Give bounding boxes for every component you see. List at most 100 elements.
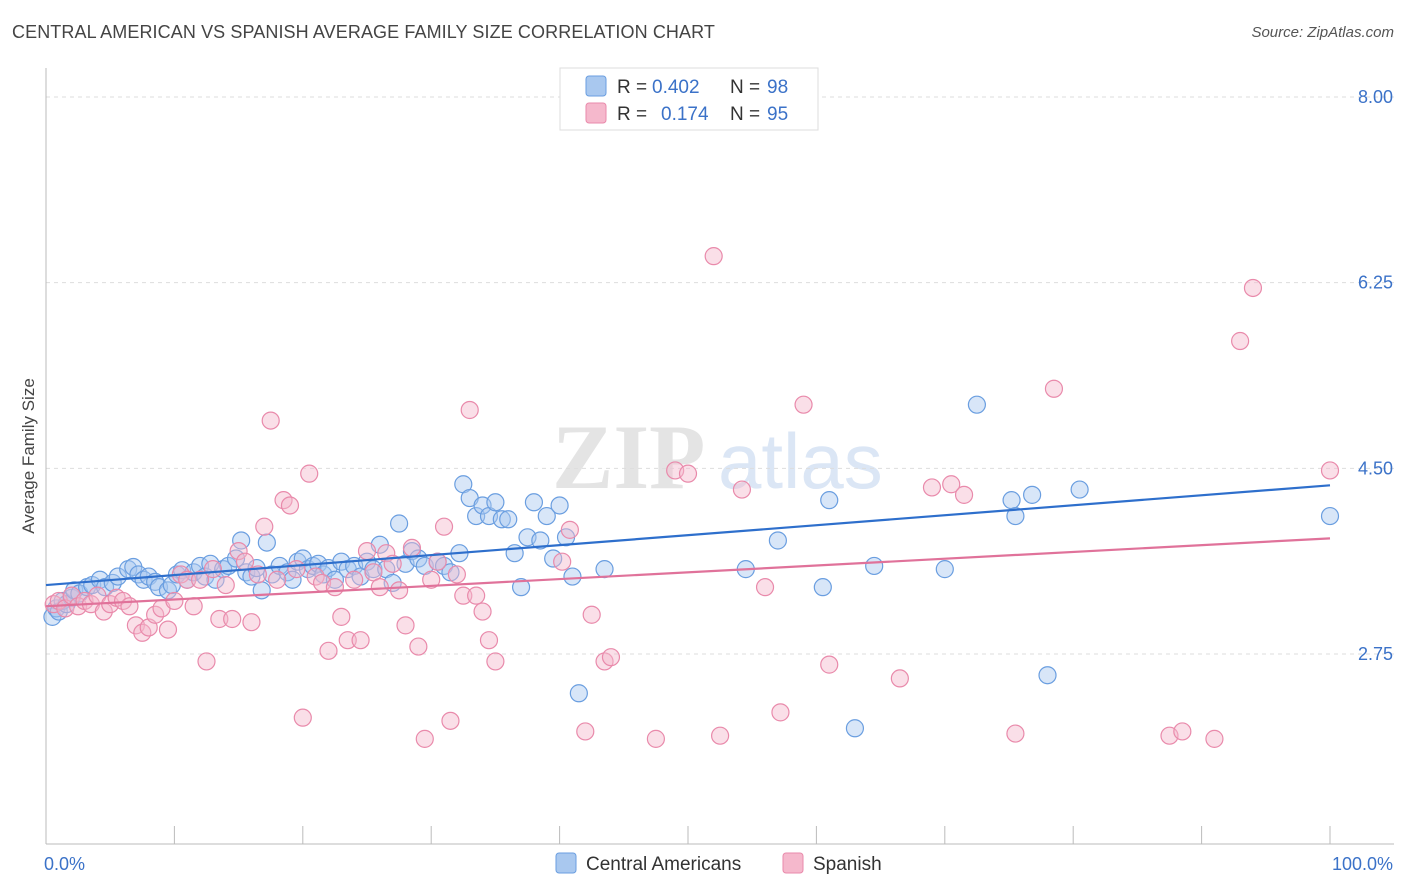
data-point-central-americans [511, 578, 531, 597]
data-point-spanish [120, 597, 139, 616]
legend-n-value-pink: 95 [767, 104, 788, 125]
chart-title: CENTRAL AMERICAN VS SPANISH AVERAGE FAMI… [12, 22, 715, 42]
data-point-central-americans [499, 510, 518, 529]
legend-n-label-blue: N = [730, 77, 760, 98]
data-point-spanish [351, 631, 370, 650]
data-point-spanish [422, 570, 441, 589]
top-legend: R = 0.402 N = 98 R = 0.174 N = 95 [559, 67, 819, 131]
data-point-spanish [460, 400, 479, 420]
data-point-spanish [601, 648, 621, 667]
data-point-central-americans [820, 491, 839, 510]
data-point-central-americans [409, 549, 428, 568]
data-point-spanish [467, 586, 486, 605]
data-point-spanish [479, 631, 499, 650]
data-point-spanish [473, 602, 492, 621]
legend-swatch-blue [585, 75, 607, 97]
data-point-spanish [338, 631, 357, 650]
data-point-central-americans [257, 533, 276, 552]
data-point-spanish [242, 613, 261, 632]
data-point-spanish [248, 565, 267, 584]
data-point-central-americans [232, 531, 251, 550]
trend-line-central-americans [45, 484, 1331, 587]
data-point-spanish [732, 480, 752, 499]
legend-n-label-pink: N = [730, 104, 760, 125]
data-point-spanish [942, 475, 961, 494]
y-tick-label: 6.25 [1358, 273, 1393, 293]
data-point-spanish [210, 609, 229, 629]
axes [45, 68, 1394, 845]
data-point-spanish [216, 575, 235, 595]
data-point-spanish [293, 708, 312, 727]
data-point-spanish [261, 411, 280, 430]
data-point-central-americans [813, 578, 832, 597]
data-point-spanish [447, 565, 466, 584]
data-point-spanish [165, 591, 184, 611]
data-point-spanish [434, 517, 454, 536]
data-point-spanish [1320, 461, 1340, 480]
y-tick-label: 4.50 [1358, 458, 1393, 478]
data-point-spanish [415, 729, 434, 748]
data-point-spanish [357, 541, 377, 561]
data-point-spanish [280, 496, 300, 515]
data-point-spanish [1231, 331, 1250, 351]
data-point-central-americans [524, 493, 544, 512]
data-point-spanish [300, 464, 319, 483]
data-point-spanish [268, 570, 287, 589]
data-point-central-americans [537, 506, 556, 526]
y-tick-label: 8.00 [1358, 87, 1393, 107]
data-point-spanish [409, 637, 428, 656]
data-point-central-americans [768, 531, 787, 550]
data-point-central-americans [595, 560, 614, 579]
data-point-spanish [190, 570, 210, 589]
data-point-spanish [229, 541, 248, 561]
data-point-central-americans [1006, 506, 1025, 526]
trend-line-spanish [45, 537, 1331, 608]
data-point-spanish [704, 247, 723, 266]
data-point-spanish [345, 570, 364, 589]
data-point-central-americans [283, 570, 302, 589]
y-tick-labels: 2.75 4.50 6.25 8.00 [1358, 87, 1393, 664]
data-point-central-americans [252, 581, 271, 600]
data-point-spanish [1205, 729, 1224, 748]
data-point-central-americans [967, 395, 987, 414]
data-point-spanish [454, 586, 473, 605]
data-point-spanish [332, 607, 351, 626]
legend-r-label-pink: R = [617, 104, 647, 125]
data-point-spanish [755, 578, 775, 597]
data-point-central-americans [390, 514, 409, 533]
bottom-legend-label-blue: Central Americans [586, 854, 741, 875]
x-tick-labels: 0.0% 100.0% [44, 854, 1393, 874]
data-point-central-americans [134, 570, 153, 589]
data-point-central-americans [467, 506, 486, 526]
legend-r-label-blue: R = [617, 77, 647, 98]
x-tick-label-min: 0.0% [44, 854, 85, 874]
data-point-spanish [1006, 724, 1025, 743]
data-point-spanish [441, 711, 460, 730]
data-point-spanish [370, 578, 389, 597]
data-point-central-americans [845, 719, 865, 738]
data-point-spanish [560, 520, 579, 539]
chart-source: Source: ZipAtlas.com [1251, 24, 1394, 41]
data-point-spanish [794, 395, 813, 414]
data-point-spanish [235, 552, 255, 571]
data-point-spanish [1243, 278, 1263, 298]
data-point-spanish [954, 485, 974, 504]
data-point-spanish [428, 552, 447, 571]
data-point-spanish [820, 655, 839, 674]
data-point-spanish [197, 652, 216, 671]
data-point-central-americans [214, 560, 233, 579]
bottom-legend-swatch-pink [782, 852, 804, 874]
bottom-legend: Central Americans Spanish [555, 852, 882, 875]
data-point-central-americans [1038, 666, 1057, 685]
data-point-central-americans [1023, 485, 1042, 504]
data-point-central-americans [1320, 506, 1340, 526]
bottom-legend-swatch-blue [555, 852, 577, 874]
legend-n-value-blue: 98 [767, 77, 788, 98]
data-point-spanish [319, 641, 338, 660]
data-point-spanish [402, 538, 422, 558]
data-point-spanish [44, 595, 63, 614]
data-point-spanish [158, 620, 178, 639]
data-point-spanish [922, 478, 942, 497]
data-point-central-americans [865, 556, 884, 576]
